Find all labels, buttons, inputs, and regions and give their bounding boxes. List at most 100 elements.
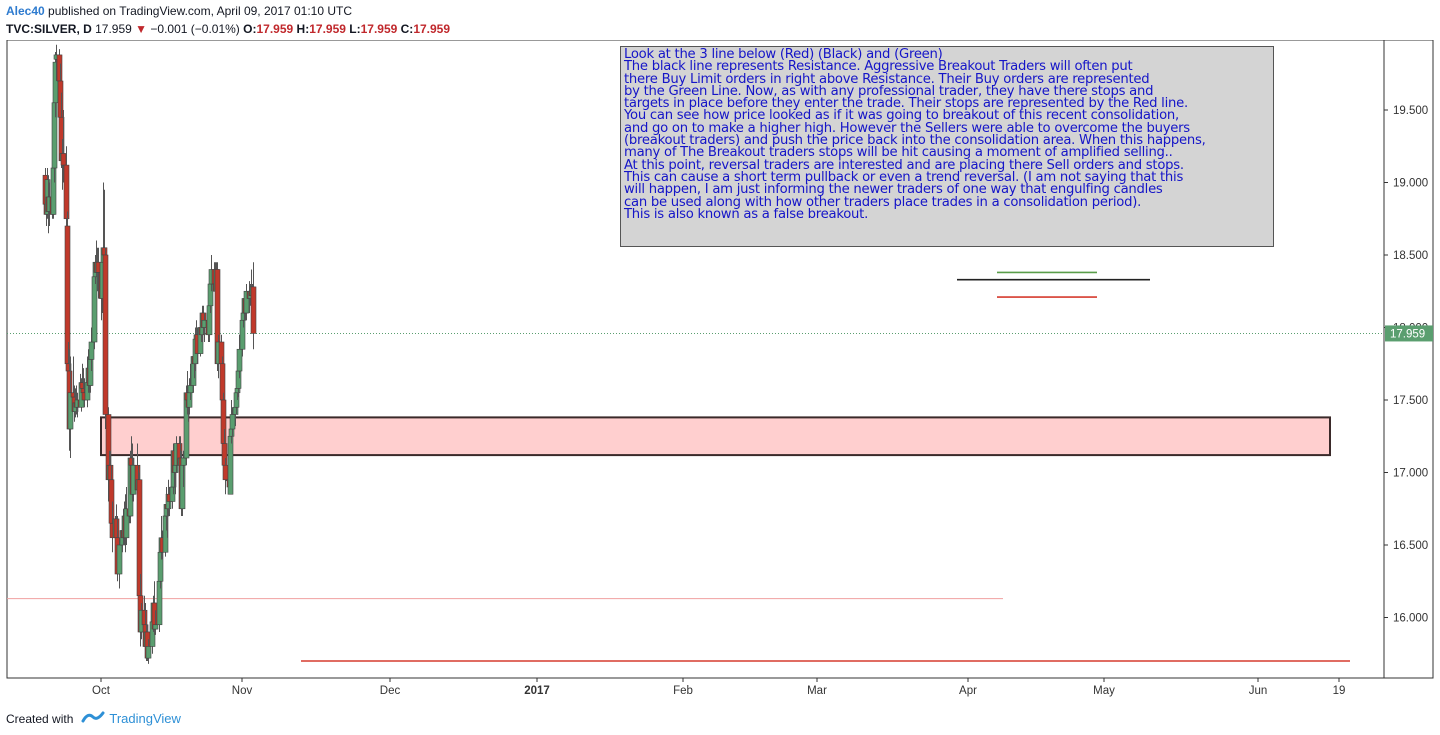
- annotation-line: Look at the 3 line below (Red) (Black) a…: [624, 47, 943, 62]
- x-tick-label: May: [1093, 685, 1115, 697]
- candle-body: [108, 479, 115, 524]
- candle-body: [220, 399, 227, 444]
- price-chart[interactable]: 19.50019.00018.50018.00017.50017.00016.5…: [0, 40, 1440, 700]
- annotation-box[interactable]: Look at the 3 line below (Red) (Black) a…: [620, 46, 1274, 247]
- candle[interactable]: [101, 189, 108, 263]
- consolidation-zone[interactable]: [100, 416, 1331, 457]
- x-tick-label: Nov: [232, 685, 253, 697]
- candle[interactable]: [145, 639, 152, 664]
- candle-body: [236, 348, 243, 372]
- candle[interactable]: [152, 610, 159, 635]
- candle-body: [136, 479, 143, 597]
- y-tick-label: 16.500: [1393, 540, 1428, 552]
- candle-body: [221, 443, 228, 466]
- price-change: −0.001 (−0.01%): [150, 22, 240, 36]
- annotation-line: by the Green Line. Now, as with any prof…: [624, 83, 1154, 99]
- candle[interactable]: [116, 537, 123, 589]
- annotation-line: there Buy Limit orders in right above Re…: [624, 71, 1150, 87]
- candle[interactable]: [50, 160, 57, 219]
- candle-body: [113, 518, 120, 539]
- created-with-text: Created with: [6, 711, 74, 726]
- candle-body: [152, 624, 159, 630]
- y-tick-label: 17.000: [1393, 468, 1428, 480]
- symbol-info: TVC:SILVER, D 17.959 ▼ −0.001 (−0.01%) O…: [6, 22, 450, 36]
- candle-body: [64, 225, 71, 365]
- last-price: 17.959: [95, 22, 132, 36]
- candle-body: [222, 464, 229, 481]
- candle-body: [218, 341, 225, 365]
- annotation-line: (breakout traders) and push the price ba…: [624, 133, 1206, 149]
- candle-body: [102, 254, 109, 415]
- candle-body: [227, 435, 234, 495]
- candle-body: [232, 406, 239, 415]
- candle-body: [229, 414, 236, 430]
- candle-body: [172, 464, 179, 473]
- candle-body: [87, 359, 94, 386]
- candle[interactable]: [63, 146, 70, 226]
- x-tick-label: Dec: [380, 685, 401, 697]
- candle[interactable]: [227, 429, 234, 495]
- x-tick-label: Jun: [1249, 685, 1268, 697]
- candle[interactable]: [179, 458, 186, 516]
- candle-body: [116, 544, 123, 575]
- candle[interactable]: [102, 247, 109, 429]
- candle-body: [156, 580, 163, 626]
- x-tick-label: Mar: [807, 685, 827, 697]
- candle-body: [101, 247, 108, 256]
- candle-body: [239, 319, 246, 350]
- candle[interactable]: [219, 356, 226, 408]
- annotation-line: This is also known as a false breakout.: [624, 206, 869, 222]
- annotation-line: and go on to make a higher high. However…: [624, 120, 1190, 136]
- candle-body: [56, 54, 63, 82]
- low-value: 17.959: [360, 22, 398, 36]
- candle[interactable]: [236, 334, 243, 379]
- candle-body: [179, 464, 186, 510]
- tradingview-logo-icon: [81, 710, 105, 727]
- high-value: 17.959: [309, 22, 346, 36]
- open-label: O:: [243, 22, 257, 36]
- candle[interactable]: [220, 392, 227, 451]
- tradingview-brand[interactable]: TradingView: [109, 711, 181, 726]
- candle-body: [186, 392, 193, 408]
- y-tick-label: 18.500: [1393, 250, 1428, 262]
- candle-body: [235, 370, 242, 389]
- low-label: L:: [349, 22, 361, 36]
- candle-body: [180, 457, 187, 466]
- candle[interactable]: [136, 472, 143, 604]
- x-tick-label: Apr: [959, 685, 977, 697]
- close-label: C:: [400, 22, 414, 36]
- candle[interactable]: [88, 327, 95, 372]
- chart-frame: [6, 40, 1434, 679]
- annotation-line: The black line represents Resistance. Ag…: [624, 59, 1133, 75]
- candle-body: [206, 305, 213, 336]
- y-tick-label: 16.000: [1393, 613, 1428, 625]
- candle-body: [250, 286, 257, 334]
- y-tick-label: 17.500: [1393, 395, 1428, 407]
- candle-body: [63, 164, 70, 220]
- x-tick-label: 2017: [524, 685, 550, 697]
- x-tick-label: Oct: [92, 685, 111, 697]
- symbol-label: TVC:SILVER, D: [6, 22, 92, 36]
- author-name[interactable]: Alec40: [6, 4, 45, 18]
- candle-body: [145, 646, 152, 659]
- down-arrow-icon: ▼: [135, 22, 148, 36]
- candle[interactable]: [64, 211, 71, 372]
- candle-body: [60, 153, 67, 166]
- price-tag-label: 17.959: [1390, 328, 1425, 340]
- candle-body: [207, 283, 214, 307]
- publish-info: Alec40 published on TradingView.com, Apr…: [6, 4, 352, 18]
- high-label: H:: [296, 22, 310, 36]
- candle[interactable]: [91, 269, 98, 350]
- publish-text: published on TradingView.com, April 09, …: [48, 4, 353, 18]
- price-tag: [1385, 325, 1433, 342]
- candle-body: [234, 388, 241, 394]
- candle-body: [50, 167, 57, 215]
- annotation-line: targets in place before they enter the t…: [624, 96, 1188, 112]
- candle-body: [187, 385, 194, 394]
- candle[interactable]: [156, 574, 163, 632]
- y-tick-label: 19.500: [1393, 105, 1428, 117]
- annotation-line: will happen, I am just informing the new…: [624, 182, 1163, 198]
- footer: Created with TradingView: [6, 710, 181, 727]
- candle[interactable]: [250, 262, 257, 350]
- candle-body: [141, 609, 148, 626]
